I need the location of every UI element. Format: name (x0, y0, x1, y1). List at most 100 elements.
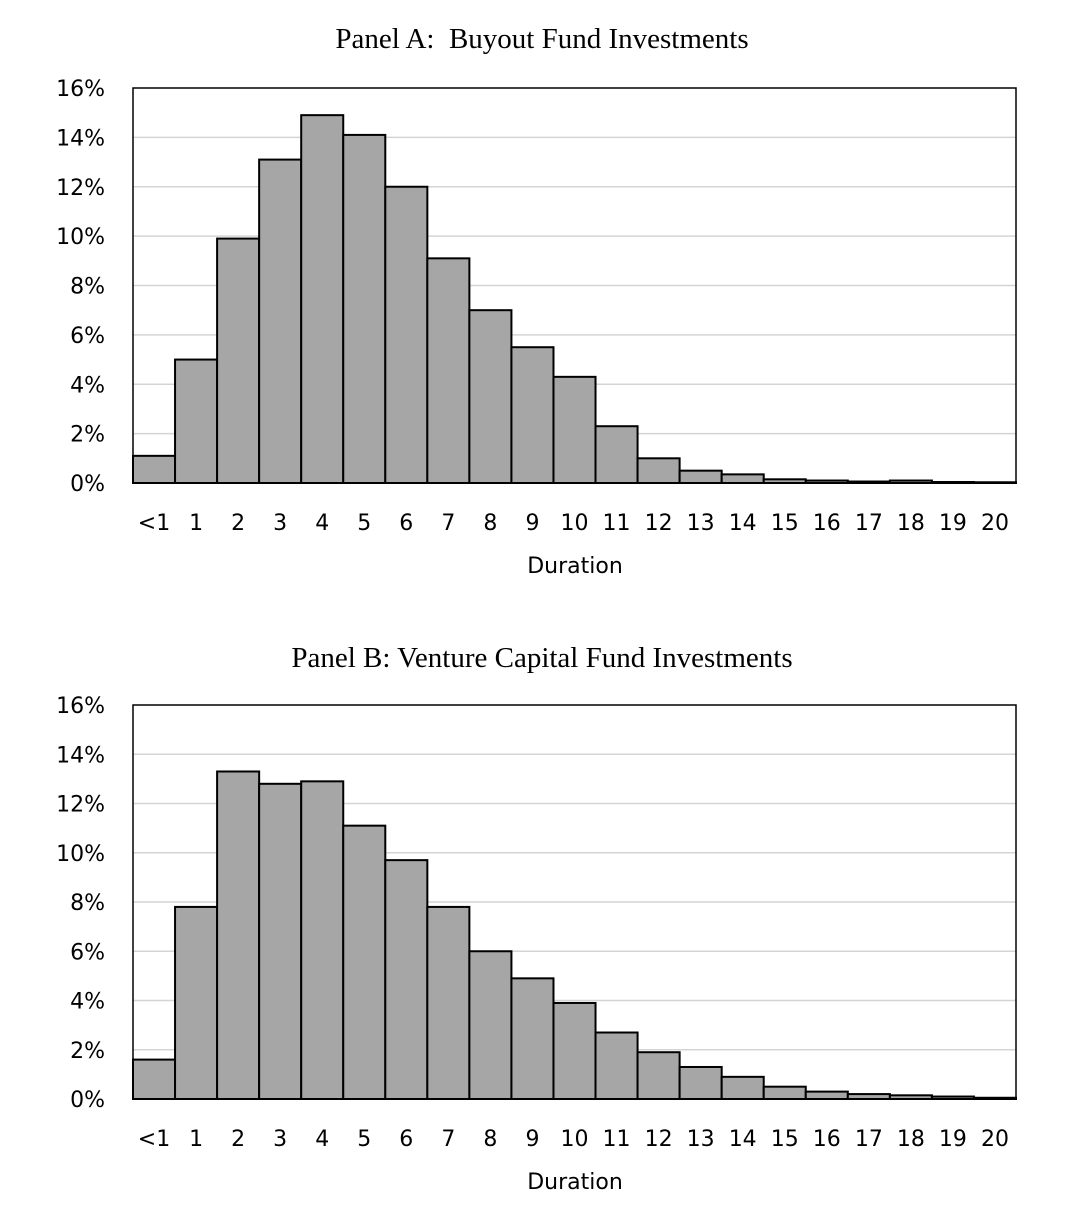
panel-a-bar (552, 375, 597, 484)
panel-b-x-tick-label: 4 (315, 1127, 329, 1152)
panel-a-x-tick-label: 11 (603, 511, 631, 536)
panel-a-bar (720, 473, 765, 484)
panel-a-x-tick-label: 20 (981, 511, 1009, 536)
panel-a-y-tick-label: 14% (56, 126, 105, 151)
panel-b-title: Panel B: Venture Capital Fund Investment… (291, 642, 792, 674)
panel-b-x-tick-label: 12 (645, 1127, 673, 1152)
panel-b-bar (426, 905, 471, 1100)
panel-a-bar (636, 457, 681, 484)
panel-a-y-tick-label: 4% (70, 373, 105, 398)
panel-b-x-tick-label: <1 (138, 1127, 170, 1152)
panel-a-x-tick-label: 3 (273, 511, 287, 536)
panel-b-bar (762, 1085, 807, 1100)
panel-b-bar (636, 1051, 681, 1100)
panel-a-x-tick-label: 2 (231, 511, 245, 536)
panel-a-title: Panel A: Buyout Fund Investments (335, 23, 748, 55)
panel-a-y-tick-label: 10% (56, 225, 105, 250)
panel-b-x-tick-label: 15 (771, 1127, 799, 1152)
panel-a-y-tick-label: 16% (56, 77, 105, 102)
panel-b-x-tick-label: 10 (561, 1127, 589, 1152)
panel-b-x-axis-title: Duration (527, 1170, 623, 1195)
panel-b-x-tick-label: 13 (687, 1127, 715, 1152)
panel-a-y-tick-label: 2% (70, 423, 105, 448)
panel-b-x-tick-label: 20 (981, 1127, 1009, 1152)
panel-b-bar (510, 977, 555, 1101)
panel-b-y-tick-label: 2% (70, 1039, 105, 1064)
panel-a-x-tick-label: 16 (813, 511, 841, 536)
panel-b-x-axis: <1 1 2 3 4 5 6 7 8 9 10 11 12 13 14 15 16 17 18 19 20 (138, 1127, 1009, 1152)
panel-a-x-tick-label: 18 (897, 511, 925, 536)
panel-b-bar (594, 1031, 639, 1101)
panel-b-bar (342, 824, 387, 1100)
panel-b-y-tick-label: 0% (70, 1088, 105, 1113)
panel-b-y-tick-label: 16% (56, 694, 105, 719)
panel-a-bar (174, 358, 219, 484)
panel-b-y-tick-label: 12% (56, 793, 105, 818)
panel-b-x-tick-label: 14 (729, 1127, 757, 1152)
panel-a-x-tick-label: 6 (399, 511, 413, 536)
panel-b-x-tick-label: 1 (189, 1127, 203, 1152)
panel-b-x-tick-label: 9 (525, 1127, 539, 1152)
panel-a-bar (384, 185, 429, 484)
panel-a-x-tick-label: 1 (189, 511, 203, 536)
panel-b-y-axis: 0% 2% 4% 6% 8% 10% 12% 14% 16% (56, 694, 105, 1113)
panel-b-x-tick-label: 6 (399, 1127, 413, 1152)
panel-b-bar (552, 1001, 597, 1101)
panel-a-x-tick-label: 13 (687, 511, 715, 536)
panel-a-y-tick-label: 0% (70, 472, 105, 497)
panel-b-bar (678, 1065, 723, 1100)
panel-b-bar (132, 1058, 177, 1100)
panel-a-x-tick-label: 14 (729, 511, 757, 536)
panel-a-bar (510, 346, 555, 484)
panel-a-y-axis: 0% 2% 4% 6% 8% 10% 12% 14% 16% (56, 77, 105, 497)
panel-b-y-tick-label: 8% (70, 891, 105, 916)
panel-b-bar (804, 1090, 849, 1100)
panel-b-x-tick-label: 2 (231, 1127, 245, 1152)
panel-b-bar (258, 782, 303, 1100)
panel-a-bar (132, 454, 177, 484)
panel-b-bar (216, 770, 261, 1100)
panel-a-x-tick-label: 5 (357, 511, 371, 536)
panel-a-x-tick-label: 19 (939, 511, 967, 536)
panel-a-bar (300, 114, 345, 484)
panel-b-y-tick-label: 6% (70, 940, 105, 965)
panel-b-x-tick-label: 16 (813, 1127, 841, 1152)
panel-a-y-tick-label: 8% (70, 275, 105, 300)
panel-b-venture-capital: Panel B: Venture Capital Fund Investment… (56, 642, 1018, 1195)
panel-b-x-tick-label: 17 (855, 1127, 883, 1152)
panel-a-y-tick-label: 6% (70, 324, 105, 349)
panel-b-y-tick-label: 10% (56, 842, 105, 867)
panel-a-bars (132, 114, 1018, 485)
panel-b-y-tick-label: 14% (56, 743, 105, 768)
panel-b-bar (384, 859, 429, 1101)
panel-b-x-tick-label: 11 (603, 1127, 631, 1152)
panel-a-x-tick-label: 9 (525, 511, 539, 536)
panel-a-y-tick-label: 12% (56, 176, 105, 201)
panel-a-x-tick-label: 10 (561, 511, 589, 536)
panel-b-x-tick-label: 18 (897, 1127, 925, 1152)
panel-b-x-tick-label: 7 (441, 1127, 455, 1152)
panel-a-x-tick-label: <1 (138, 511, 170, 536)
panel-a-bar (594, 425, 639, 484)
panel-b-bars (132, 770, 1018, 1101)
panel-a-x-tick-label: 17 (855, 511, 883, 536)
panel-b-x-tick-label: 3 (273, 1127, 287, 1152)
panel-a-bar (678, 469, 723, 485)
panel-a-x-tick-label: 12 (645, 511, 673, 536)
panel-a-x-tick-label: 4 (315, 511, 329, 536)
panel-b-bar (174, 905, 219, 1100)
panel-b-bar (300, 780, 345, 1101)
panel-a-x-tick-label: 7 (441, 511, 455, 536)
panel-a-bar (216, 237, 261, 484)
panel-b-bar (468, 950, 513, 1100)
panel-a-bar (426, 257, 471, 484)
panel-b-x-tick-label: 8 (483, 1127, 497, 1152)
panel-a-x-axis: <1 1 2 3 4 5 6 7 8 9 10 11 12 13 14 15 16 17 18 19 20 (138, 511, 1009, 536)
panel-a-x-tick-label: 15 (771, 511, 799, 536)
panel-a-bar (342, 133, 387, 484)
panel-a-x-axis-title: Duration (527, 554, 623, 579)
panel-a-buyout: Panel A: Buyout Fund Investments 0% 2% 4% 6… (56, 23, 1018, 579)
panel-b-y-tick-label: 4% (70, 990, 105, 1015)
panel-a-bar (468, 309, 513, 484)
